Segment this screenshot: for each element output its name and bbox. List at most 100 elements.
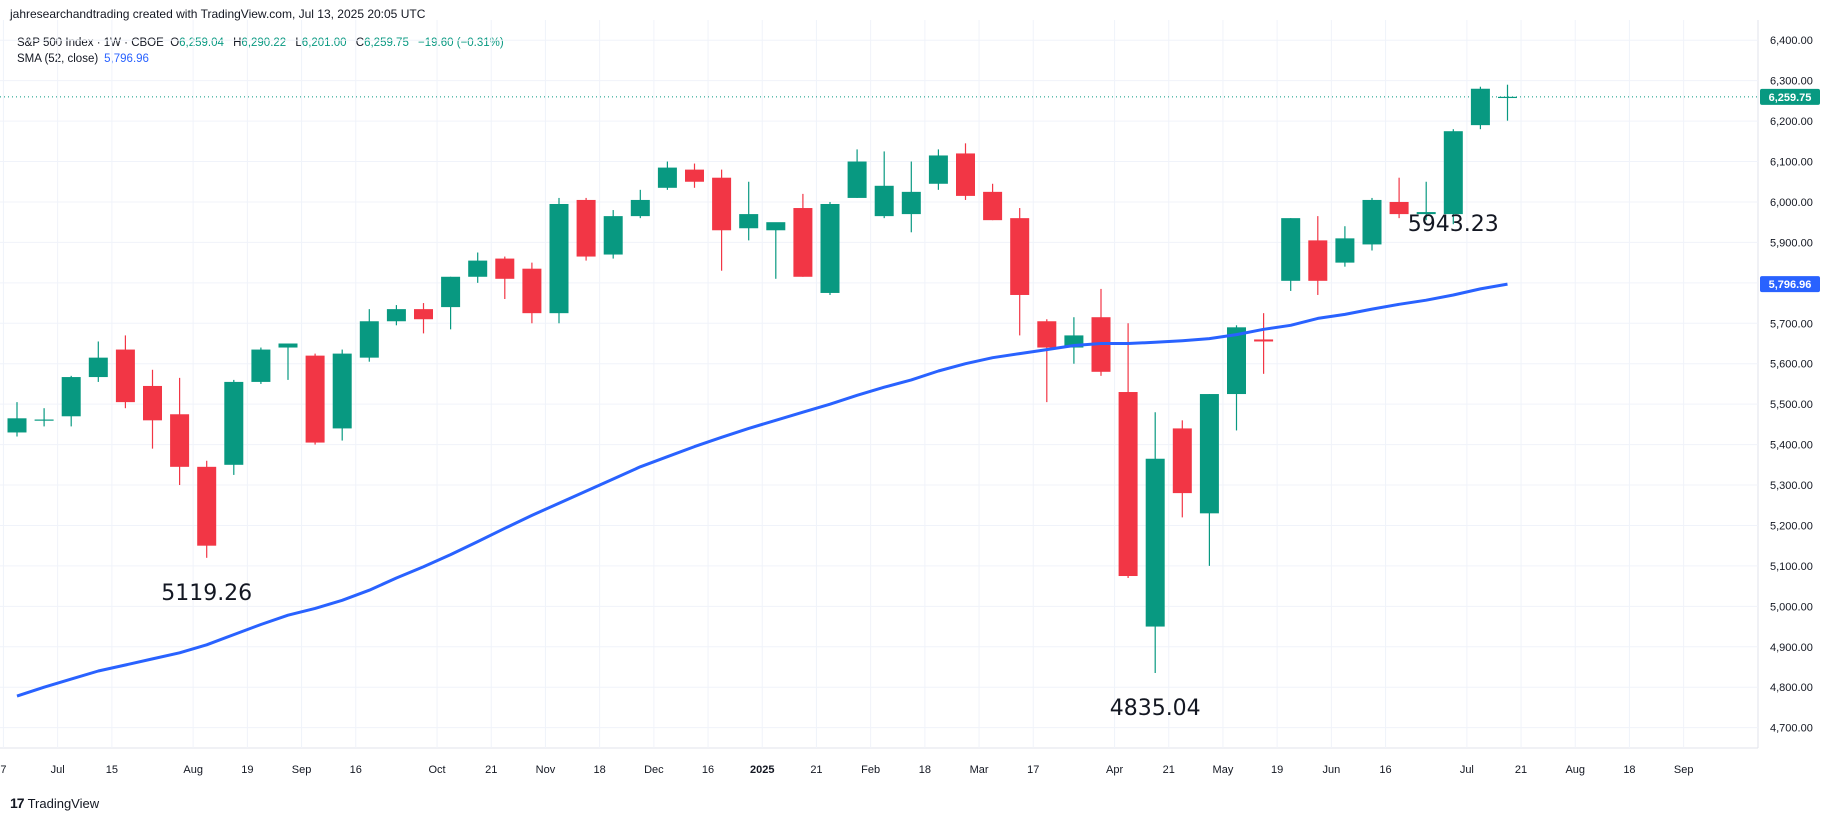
price-annotation: 5943.23 <box>1408 212 1499 237</box>
y-tick-label: 4,700.00 <box>1770 723 1813 735</box>
candle-body <box>685 169 704 182</box>
candle-body <box>1498 96 1517 99</box>
candle-body <box>1172 428 1192 494</box>
x-tick-label: 2025 <box>750 764 774 776</box>
candle-body <box>1308 240 1328 281</box>
y-tick-label: 5,400.00 <box>1770 440 1813 452</box>
candle-body <box>956 153 975 196</box>
candle-body <box>278 343 298 348</box>
y-tick-label: 5,100.00 <box>1770 561 1813 573</box>
x-tick-label: 21 <box>1515 764 1527 776</box>
candle-body <box>766 222 786 231</box>
y-tick-label: 6,000.00 <box>1770 197 1813 209</box>
candle-body <box>414 309 433 320</box>
candle-body <box>170 414 190 467</box>
tradingview-logo[interactable]: 17 TradingView <box>10 795 99 811</box>
candle-body <box>793 208 813 277</box>
candle-body <box>1362 199 1382 245</box>
candle-body <box>1199 394 1219 514</box>
x-tick-label: Aug <box>183 764 203 776</box>
candle-body <box>115 349 135 403</box>
x-tick-label: Dec <box>644 764 664 776</box>
x-tick-label: 16 <box>350 764 362 776</box>
chart-credit: jahresearchandtrading created with Tradi… <box>10 7 426 21</box>
candle-body <box>7 418 27 433</box>
last-price-badge <box>1760 88 1820 105</box>
y-tick-label: 6,300.00 <box>1770 76 1813 88</box>
y-tick-label: 6,100.00 <box>1770 157 1813 169</box>
x-tick-label: 19 <box>1271 764 1283 776</box>
y-tick-label: 5,600.00 <box>1770 359 1813 371</box>
candle-body <box>928 155 948 184</box>
candle-body <box>1443 131 1463 215</box>
candle-body <box>251 349 271 382</box>
y-tick-label: 5,300.00 <box>1770 480 1813 492</box>
candle-body <box>441 276 461 308</box>
last-price-label: 6,259.75 <box>1769 92 1812 104</box>
sma-line <box>16 282 1508 698</box>
x-tick-label: Jul <box>51 764 65 776</box>
x-tick-label: 21 <box>1163 764 1175 776</box>
candle-body <box>1281 218 1301 281</box>
y-tick-label: 6,400.00 <box>1770 35 1813 47</box>
y-tick-label: 5,200.00 <box>1770 520 1813 532</box>
candle-body <box>1118 392 1138 577</box>
candle-body <box>1389 201 1409 215</box>
candle-body <box>983 191 1003 221</box>
sma-price-label: 5,796.96 <box>1769 279 1812 291</box>
x-tick-label: 21 <box>485 764 497 776</box>
candle-body <box>739 214 759 229</box>
x-tick-label: 16 <box>1379 764 1391 776</box>
price-annotation: 4835.04 <box>1110 696 1201 721</box>
candle-body <box>1416 212 1436 215</box>
price-annotation: 5119.26 <box>161 581 252 606</box>
x-tick-label: Jul <box>1460 764 1474 776</box>
candle-body <box>657 167 677 188</box>
y-tick-label: 5,500.00 <box>1770 399 1813 411</box>
tradingview-brand: TradingView <box>27 795 100 811</box>
y-tick-label: 4,900.00 <box>1770 642 1813 654</box>
candle-body <box>61 377 81 417</box>
x-tick-label: Aug <box>1565 764 1585 776</box>
candle-body <box>847 161 867 198</box>
x-tick-label: Jun <box>1322 764 1340 776</box>
x-tick-label: Apr <box>1106 764 1123 776</box>
candle-body <box>630 199 650 217</box>
x-tick-label: Sep <box>292 764 312 776</box>
candle-body <box>359 321 379 358</box>
x-tick-label: 7 <box>0 764 6 776</box>
candle-body <box>88 357 108 378</box>
sma-price-badge <box>1760 276 1820 293</box>
x-tick-label: May <box>1213 764 1234 776</box>
candle-body <box>1010 218 1030 295</box>
candle-body <box>576 199 596 257</box>
y-tick-label: 4,800.00 <box>1770 682 1813 694</box>
candle-body <box>495 258 515 279</box>
sma-value: 5,796.96 <box>104 53 149 65</box>
x-tick-label: 18 <box>1623 764 1635 776</box>
y-tick-label: 5,700.00 <box>1770 318 1813 330</box>
x-tick-label: 16 <box>702 764 714 776</box>
candle-body <box>712 177 732 231</box>
candle-body <box>1145 458 1165 627</box>
tradingview-logo-icon: 17 <box>10 795 25 811</box>
candle-body <box>468 260 488 277</box>
x-tick-label: Sep <box>1674 764 1694 776</box>
candle-body <box>143 385 162 421</box>
candle-body <box>332 353 352 429</box>
y-tick-label: 5,000.00 <box>1770 601 1813 613</box>
x-tick-label: 18 <box>919 764 931 776</box>
candle-body <box>224 381 244 465</box>
open-label: O <box>170 37 180 49</box>
candle-body <box>305 355 325 443</box>
x-tick-label: 21 <box>810 764 822 776</box>
candle-body <box>1470 88 1490 126</box>
high-label: H <box>233 37 242 49</box>
y-tick-label: 6,200.00 <box>1770 116 1813 128</box>
x-tick-label: Feb <box>861 764 880 776</box>
x-tick-label: 19 <box>241 764 253 776</box>
price-chart[interactable]: 4,700.00 4,800.00 4,900.00 5,000.00 5,100.00… <box>0 20 1835 800</box>
candle-body <box>1227 327 1246 395</box>
x-tick-label: Oct <box>428 764 445 776</box>
close-label: C <box>355 37 365 49</box>
